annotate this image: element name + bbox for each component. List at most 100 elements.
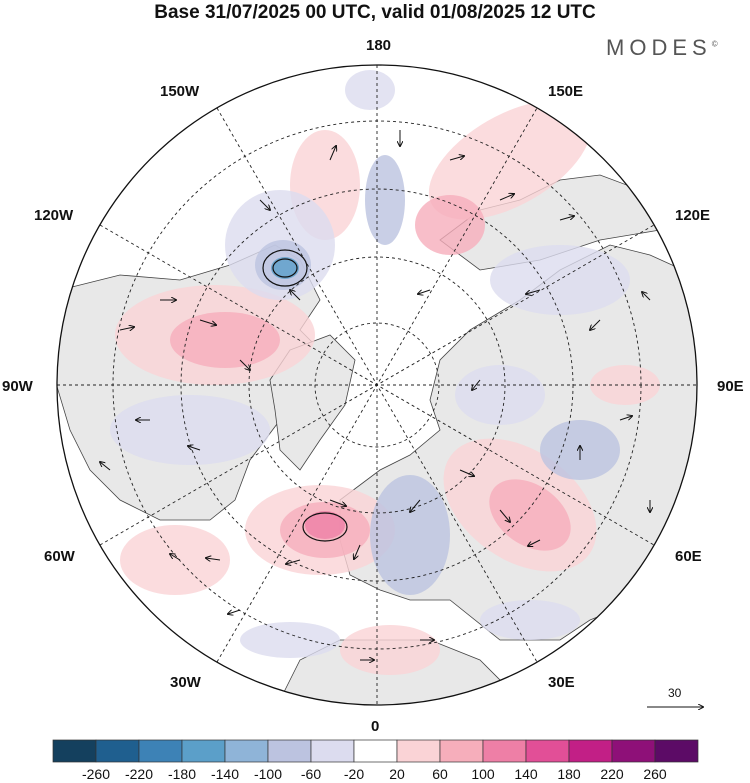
label-120e: 120E — [675, 207, 711, 224]
colorbar-swatch — [611, 739, 656, 763]
colorbar-swatch — [568, 739, 613, 763]
colorbar-tick-label: -220 — [124, 766, 154, 782]
wind-vector — [410, 499, 421, 512]
label-0: 0 — [371, 718, 380, 735]
label-30e: 30E — [548, 674, 575, 691]
wind-vector — [329, 146, 336, 161]
land-greenland — [269, 334, 356, 471]
anomaly-negative-arctic-core — [271, 257, 299, 279]
colorbar-tick-label: 100 — [471, 766, 495, 782]
label-90e: 90E — [717, 378, 744, 395]
colorbar-tick-label: 220 — [600, 766, 624, 782]
contour-high-atlantic — [302, 512, 348, 542]
wind-vector — [499, 509, 510, 522]
anomaly-positive-east — [590, 365, 660, 405]
wind-vector — [449, 156, 464, 161]
colorbar-swatch — [181, 739, 226, 763]
anomaly-negative-canada — [110, 395, 270, 465]
wind-vector — [619, 416, 632, 421]
wind-vector — [290, 290, 301, 301]
brand-copyright: © — [711, 39, 718, 49]
anomaly-positive-siberia — [415, 195, 485, 255]
colorbar-swatch — [482, 739, 527, 763]
colorbar-tick-label: 140 — [514, 766, 538, 782]
anomaly-layer — [110, 70, 660, 675]
colorbar-swatch — [267, 739, 312, 763]
label-60w: 60W — [44, 548, 75, 565]
anomaly-negative-south — [240, 622, 340, 658]
colorbar-swatch — [224, 739, 269, 763]
anomaly-negative-siberia — [455, 365, 545, 425]
colorbar-swatch — [525, 739, 570, 763]
wind-vector — [170, 554, 181, 561]
wind-vector — [418, 289, 431, 294]
map-border — [56, 64, 698, 706]
wind-vector — [119, 327, 134, 330]
colorbar-swatch — [396, 739, 441, 763]
anomaly-negative-pole — [365, 155, 405, 245]
anomaly-positive-sw — [120, 525, 230, 595]
modes-logo: MODES© — [606, 35, 718, 61]
wind-vector — [286, 559, 301, 564]
meridian-150 — [216, 107, 538, 663]
wind-vector — [100, 462, 111, 471]
wind-vector — [228, 609, 241, 614]
colorbar-tick-label: -180 — [167, 766, 197, 782]
reference-vector-label: 30 — [668, 686, 682, 700]
wind-vector — [472, 379, 481, 390]
wind-vector — [590, 319, 601, 330]
colorbar-tick-label: 260 — [643, 766, 667, 782]
wind-vector — [239, 359, 250, 370]
label-120w: 120W — [34, 207, 74, 224]
colorbar-swatch — [654, 739, 699, 763]
anomaly-negative-top — [345, 70, 395, 110]
wind-vector — [559, 216, 574, 221]
colorbar-swatch — [95, 739, 140, 763]
wind-vector — [459, 469, 474, 476]
contour-low-inner — [272, 258, 298, 278]
wind-vector — [206, 558, 221, 560]
wind-vectors — [100, 130, 650, 660]
colorbar-tick-label: -20 — [343, 766, 365, 782]
map-title: Base 31/07/2025 00 UTC, valid 01/08/2025… — [154, 2, 596, 23]
colorbar-swatch — [52, 739, 97, 763]
colorbar-tick-label: 20 — [389, 766, 405, 782]
wind-vector — [329, 499, 346, 506]
label-150w: 150W — [160, 83, 200, 100]
colorbar-swatch — [310, 739, 355, 763]
anomaly-positive-med — [340, 625, 440, 675]
wind-vector — [199, 319, 216, 325]
label-90w: 90W — [2, 378, 33, 395]
wind-vector — [188, 446, 201, 451]
colorbar-tick-label: -100 — [253, 766, 283, 782]
colorbar-swatch — [439, 739, 484, 763]
label-180: 180 — [366, 37, 392, 54]
colorbar-tick-label: 60 — [432, 766, 448, 782]
anomaly-positive-pacific — [428, 100, 592, 220]
colorbar-tick-label: -260 — [81, 766, 111, 782]
label-30w: 30W — [170, 674, 201, 691]
colorbar-tick-label: -140 — [210, 766, 240, 782]
colorbar-swatch — [353, 739, 398, 763]
anomaly-positive-russia-core — [489, 479, 571, 551]
anomaly-positive-atlantic-core — [305, 511, 345, 539]
anomaly-negative-europe — [370, 475, 450, 595]
contour-low-outer — [262, 249, 308, 287]
colorbar-tick-label: 180 — [557, 766, 581, 782]
graticule — [57, 65, 697, 705]
colorbar-tick-label: -60 — [300, 766, 322, 782]
anomaly-negative-se — [480, 600, 580, 640]
anomaly-negative-asia — [490, 245, 630, 315]
wind-vector — [499, 194, 514, 201]
wind-vector — [528, 539, 541, 546]
wind-vector — [642, 292, 651, 301]
brand-text: MODES — [606, 35, 712, 60]
contour-lines — [262, 249, 348, 542]
wind-vector — [259, 199, 270, 210]
wind-vector — [354, 544, 361, 559]
colorbar — [52, 739, 699, 763]
colorbar-swatch — [138, 739, 183, 763]
label-60e: 60E — [675, 548, 702, 565]
wind-vector — [526, 289, 541, 294]
